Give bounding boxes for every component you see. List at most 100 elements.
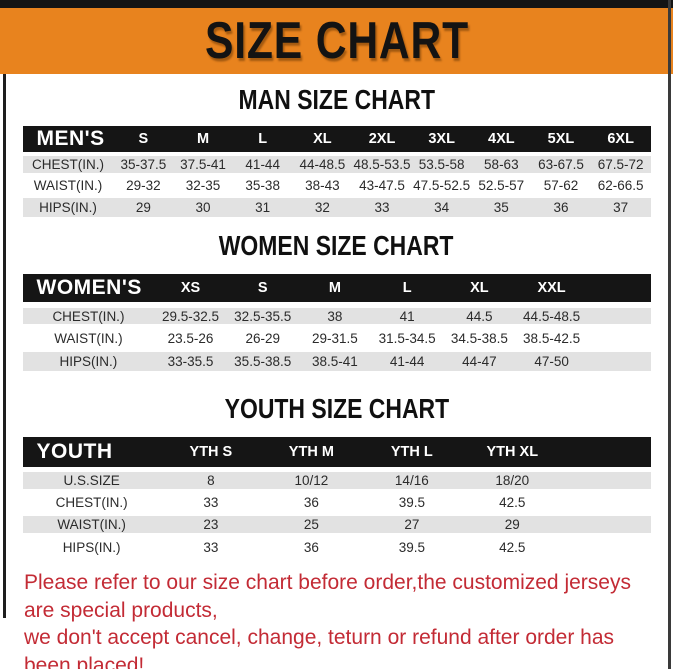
size-cell: 42.5 — [462, 532, 563, 557]
size-cell: 48.5-53.5 — [352, 152, 412, 175]
size-column-header: 4XL — [471, 126, 532, 154]
size-cell: 44-47 — [443, 346, 516, 371]
size-cell: 14/16 — [361, 466, 463, 491]
size-header-row: WOMEN'S XS S M L XL XXL — [22, 274, 651, 305]
size-column-header: 5XL — [531, 126, 591, 154]
measurement-row: WAIST(IN.) 23 25 27 29 — [22, 510, 651, 535]
size-cell: 32-35 — [173, 173, 233, 196]
measurement-row: CHEST(IN.) 35-37.5 37.5-41 41-44 44-48.5 48.5… — [22, 152, 651, 175]
size-header-row: MEN'S S M L XL 2XL 3XL 4XL 5XL 6XL — [22, 126, 651, 154]
row-label: HIPS(IN.) — [22, 194, 114, 217]
size-cell: 47.5-52.5 — [411, 173, 472, 196]
size-cell: 10/12 — [261, 466, 362, 491]
size-cell: 35.5-38.5 — [226, 346, 299, 371]
size-column-header: L — [232, 126, 293, 154]
row-label: CHEST(IN.) — [22, 152, 114, 175]
row-spacer-cell — [562, 510, 651, 535]
left-border-line — [3, 74, 6, 618]
size-cell: 35-38 — [232, 173, 293, 196]
row-label: HIPS(IN.) — [22, 532, 161, 557]
size-cell: 23 — [160, 510, 262, 535]
measurement-row: WAIST(IN.) 29-32 32-35 35-38 38-43 43-47.5 47.… — [22, 173, 651, 196]
size-cell: 39.5 — [361, 532, 463, 557]
disclaimer-line-2: we don't accept cancel, change, teturn o… — [24, 626, 615, 669]
size-column-header: S — [226, 274, 299, 305]
size-cell: 38 — [298, 302, 372, 327]
disclaimer-line-1: Please refer to our size chart before or… — [24, 571, 631, 622]
row-spacer-cell — [562, 532, 651, 557]
table-corner-label: MEN'S — [22, 126, 114, 154]
size-cell: 32 — [292, 194, 353, 217]
header-spacer-cell — [562, 437, 651, 469]
size-cell: 36 — [261, 488, 362, 513]
women-size-table: WOMEN'S XS S M L XL XXL CHEST(IN.) 29.5-32.5 32.5… — [22, 274, 651, 371]
size-column-header: YTH XL — [462, 437, 563, 469]
size-cell: 67.5-72 — [590, 152, 651, 175]
size-cell: 38-43 — [292, 173, 353, 196]
size-cell: 41 — [371, 302, 444, 327]
size-cell: 38.5-42.5 — [515, 324, 588, 349]
size-column-header: XXL — [515, 274, 588, 305]
row-label: CHEST(IN.) — [22, 302, 155, 327]
measurement-row: CHEST(IN.) 33 36 39.5 42.5 — [22, 488, 651, 513]
measurement-row: WAIST(IN.) 23.5-26 26-29 29-31.5 31.5-34.5 34… — [22, 324, 651, 349]
size-header-row: YOUTH YTH S YTH M YTH L YTH XL — [22, 437, 651, 469]
size-cell: 30 — [173, 194, 233, 217]
size-cell: 33 — [352, 194, 412, 217]
right-border-line — [668, 0, 671, 669]
size-cell: 39.5 — [361, 488, 463, 513]
size-cell: 29.5-32.5 — [154, 302, 227, 327]
youth-section-heading-text: YOUTH SIZE CHART — [224, 393, 449, 424]
row-spacer-cell — [562, 488, 651, 513]
top-black-bar — [0, 0, 673, 8]
size-cell: 29-32 — [113, 173, 174, 196]
row-label: HIPS(IN.) — [22, 346, 155, 371]
youth-size-table: YOUTH YTH S YTH M YTH L YTH XL U.S.SIZE 8 10/12… — [22, 437, 651, 557]
size-cell: 35-37.5 — [113, 152, 174, 175]
size-column-header: M — [173, 126, 233, 154]
size-cell: 34.5-38.5 — [443, 324, 516, 349]
row-spacer-cell — [587, 302, 651, 327]
size-cell: 29 — [113, 194, 174, 217]
size-cell: 44.5-48.5 — [515, 302, 588, 327]
size-cell: 23.5-26 — [154, 324, 227, 349]
size-cell: 29-31.5 — [298, 324, 372, 349]
measurement-row: CHEST(IN.) 29.5-32.5 32.5-35.5 38 41 44.5 44.5… — [22, 302, 651, 327]
size-cell: 31 — [232, 194, 293, 217]
man-section-heading-text: MAN SIZE CHART — [238, 84, 435, 115]
measurement-row: HIPS(IN.) 33 36 39.5 42.5 — [22, 532, 651, 557]
women-section-heading-text: WOMEN SIZE CHART — [219, 230, 454, 261]
table-corner-label: WOMEN'S — [22, 274, 155, 305]
men-size-table: MEN'S S M L XL 2XL 3XL 4XL 5XL 6XL CHEST(IN.) 35-37… — [22, 126, 651, 217]
size-cell: 63-67.5 — [531, 152, 591, 175]
size-cell: 57-62 — [531, 173, 591, 196]
size-cell: 42.5 — [462, 488, 563, 513]
row-spacer-cell — [562, 466, 651, 491]
header-spacer-cell — [587, 274, 651, 305]
measurement-row: HIPS(IN.) 33-35.5 35.5-38.5 38.5-41 41-44 44-… — [22, 346, 651, 371]
size-column-header: S — [113, 126, 174, 154]
size-column-header: YTH S — [160, 437, 262, 469]
size-cell: 37.5-41 — [173, 152, 233, 175]
row-label: WAIST(IN.) — [22, 173, 114, 196]
row-spacer-cell — [587, 324, 651, 349]
size-cell: 32.5-35.5 — [226, 302, 299, 327]
size-cell: 25 — [261, 510, 362, 535]
size-cell: 29 — [462, 510, 563, 535]
man-section-heading: MAN SIZE CHART — [0, 84, 673, 116]
size-cell: 38.5-41 — [298, 346, 372, 371]
size-column-header: YTH L — [361, 437, 463, 469]
size-cell: 33 — [160, 488, 262, 513]
size-column-header: 6XL — [590, 126, 651, 154]
youth-section-heading: YOUTH SIZE CHART — [0, 393, 673, 425]
size-cell: 26-29 — [226, 324, 299, 349]
size-column-header: XS — [154, 274, 227, 305]
size-cell: 43-47.5 — [352, 173, 412, 196]
size-cell: 37 — [590, 194, 651, 217]
size-column-header: M — [298, 274, 372, 305]
size-cell: 33 — [160, 532, 262, 557]
size-cell: 47-50 — [515, 346, 588, 371]
size-cell: 33-35.5 — [154, 346, 227, 371]
page-title: SIZE CHART — [204, 12, 469, 70]
